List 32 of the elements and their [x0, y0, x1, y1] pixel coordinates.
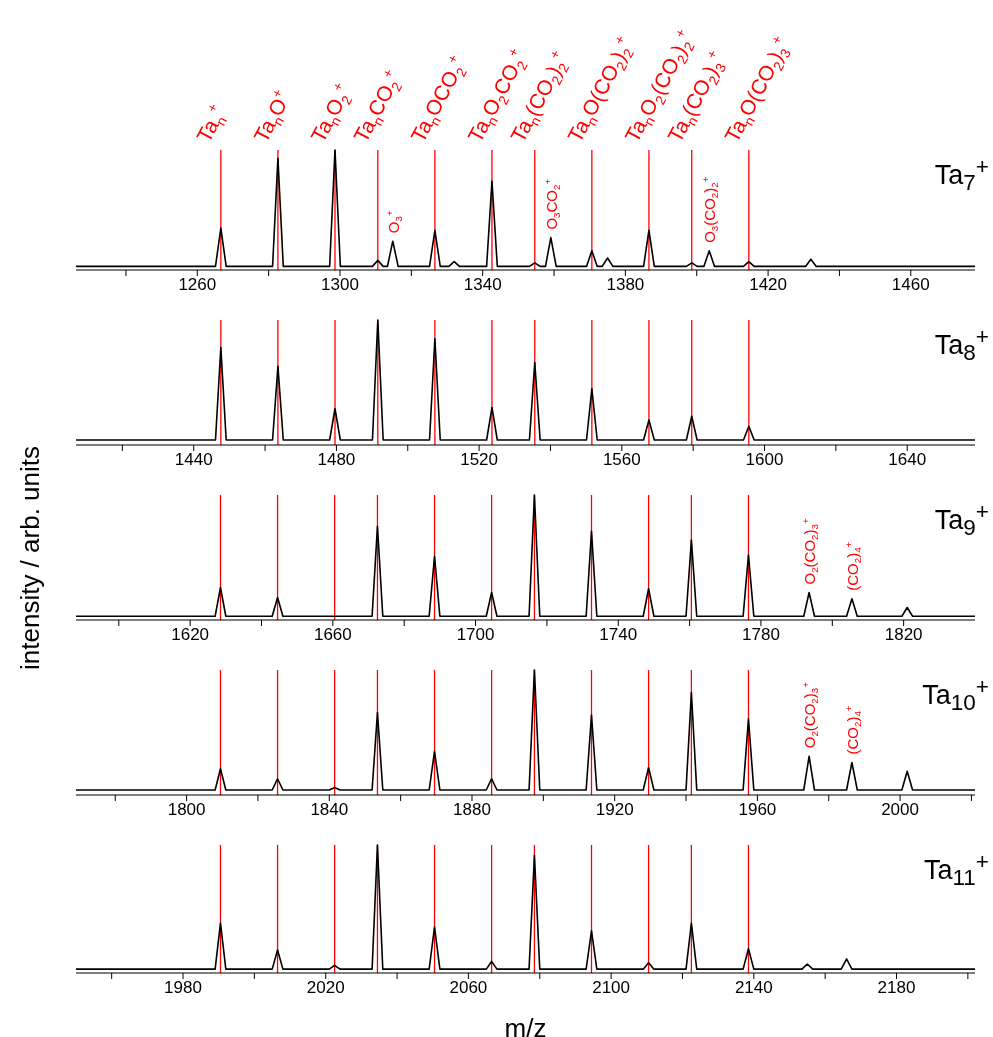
x-tick-label: 1960 [738, 800, 777, 820]
y-axis-title: intensity / arb. units [14, 445, 46, 670]
x-tick-label: 1700 [456, 625, 495, 645]
x-tick-label: 2180 [877, 978, 916, 998]
x-tick-label: 1820 [884, 625, 923, 645]
x-tick-label: 1880 [453, 800, 491, 820]
x-tick-label: 1600 [745, 450, 784, 470]
x-tick-label: 2020 [306, 978, 345, 998]
x-tick-label: 2060 [449, 978, 488, 998]
x-tick-label: 1840 [310, 800, 349, 820]
x-tick-label: 2000 [881, 800, 919, 820]
x-tick-label: 1380 [606, 275, 645, 295]
x-tick-label: 1740 [599, 625, 638, 645]
x-tick-label: 1520 [460, 450, 499, 470]
x-tick-label: 1480 [317, 450, 356, 470]
x-tick-label: 1560 [602, 450, 641, 470]
x-tick-label: 1460 [891, 275, 930, 295]
x-tick-label: 1300 [321, 275, 359, 295]
x-tick-label: 1620 [171, 625, 210, 645]
x-axis-title: m/z [504, 1013, 547, 1037]
x-tick-label: 1420 [749, 275, 787, 295]
x-tick-label: 1340 [463, 275, 502, 295]
x-tick-label: 1260 [178, 275, 217, 295]
x-tick-label: 1920 [595, 800, 634, 820]
x-tick-label: 1800 [167, 800, 206, 820]
x-tick-label: 1780 [742, 625, 780, 645]
x-tick-label: 1660 [313, 625, 352, 645]
x-tick-label: 1640 [888, 450, 927, 470]
x-tick-label: 1980 [164, 978, 202, 998]
x-tick-label: 2140 [734, 978, 773, 998]
x-tick-label: 2100 [592, 978, 631, 998]
x-tick-label: 1440 [174, 450, 213, 470]
